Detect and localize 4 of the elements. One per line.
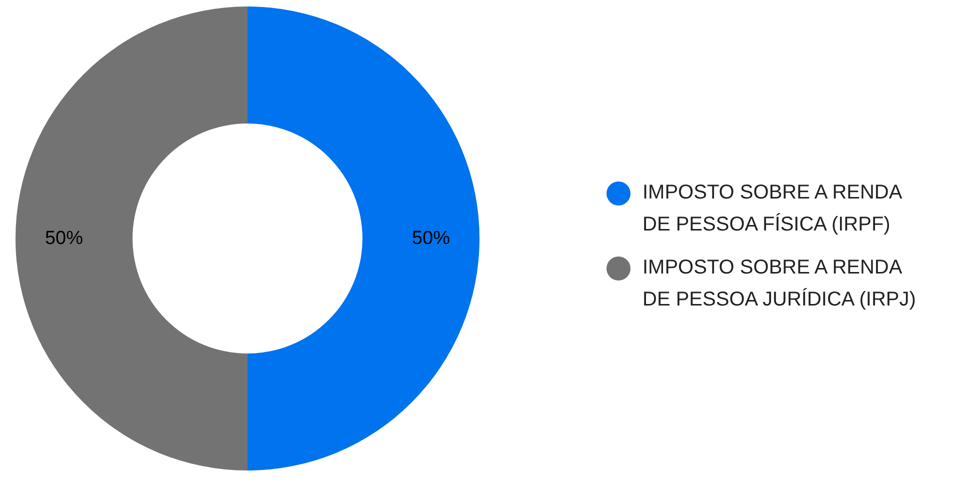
- data-label: 50%: [412, 228, 450, 249]
- legend-label: IMPOSTO SOBRE A RENDA DE PESSOA FÍSICA (IRPF): [642, 182, 903, 236]
- legend-label: IMPOSTO SOBRE A RENDA DE PESSOA JURÍDICA (IRPJ): [642, 256, 916, 310]
- data-label: 50%: [44, 228, 84, 249]
